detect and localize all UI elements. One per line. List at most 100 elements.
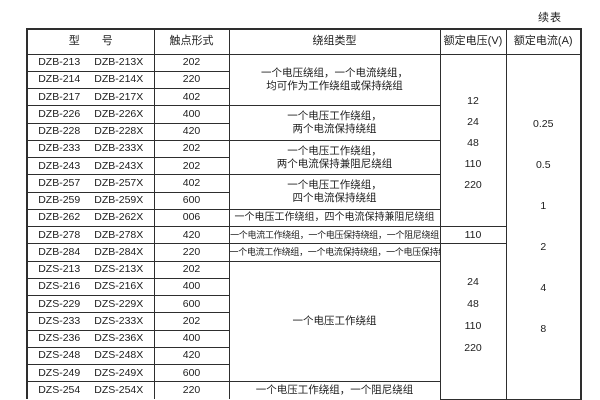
voltage-value: 110 [464,320,482,333]
table-row: DZB-262 DZB-262X 006 一个电压工作绕组，四个电流保持兼阻尼绕组 [26,208,581,228]
table-row: DZS-248 DZS-248X 420 [26,346,581,366]
model-cell: DZS-248 DZS-248X [26,346,155,366]
current-value: 0.25 [533,118,554,130]
header-model: 型 号 [26,28,155,55]
model-variant: DZB-233X [94,142,144,155]
model-cell: DZB-243 DZB-243X [26,156,155,176]
current-value: 1 [540,200,547,212]
model-primary: DZB-278 [38,228,81,241]
contact-form-cell: 420 [153,346,230,366]
model-primary: DZB-228 [38,125,81,138]
table-row: DZB-243 DZB-243X 202 [26,156,581,176]
model-cell: DZB-262 DZB-262X [26,208,155,228]
model-cell: DZB-228 DZB-228X [26,122,155,141]
table-row: DZB-228 DZB-228X 420 [26,122,581,141]
winding-type-cell: 一个电压工作绕组，一个阻尼绕组 [228,381,441,399]
model-primary: DZB-233 [38,142,81,155]
winding-type-cell: 一个电压工作绕组， 两个电流保持绕组 [228,105,441,141]
model-variant: DZB-243X [94,159,144,172]
voltage-value: 110 [464,158,482,171]
rated-voltage-cell: 12 24 48 110 220 [439,53,507,227]
model-primary: DZS-254 [38,384,81,397]
model-variant: DZS-216X [94,280,144,293]
contact-form-cell: 600 [153,294,230,314]
model-variant: DZB-259X [94,194,144,207]
model-cell: DZS-216 DZS-216X [26,277,155,297]
model-variant: DZB-226X [94,107,144,120]
model-cell: DZS-213 DZS-213X [26,260,155,279]
model-variant: DZB-217X [94,90,144,103]
rated-voltage-cell: 24 48 110 220 [439,243,507,400]
current-value: 8 [540,323,547,335]
contact-form-cell: 600 [153,363,230,383]
model-primary: DZB-213 [38,56,81,69]
model-primary: DZB-214 [38,73,81,86]
table-row: DZB-278 DZB-278X 420 一个电流工作绕组，一个电压保持绕组，一个… [26,225,581,245]
model-cell: DZB-233 DZB-233X [26,139,155,159]
model-cell: DZB-259 DZB-259X [26,191,155,210]
header-contact-form: 触点形式 [153,28,230,55]
model-variant: DZB-228X [94,125,144,138]
table-row: DZB-259 DZB-259X 600 [26,191,581,210]
rated-current-cell: 0.25 0.5 1 2 4 8 [505,53,582,400]
contact-form-cell: 202 [153,156,230,176]
model-variant: DZB-284X [94,245,144,258]
contact-form-cell: 220 [153,381,230,399]
voltage-value: 12 [467,95,479,108]
model-variant: DZB-278X [94,228,144,241]
model-primary: DZB-259 [38,194,81,207]
model-variant: DZB-262X [94,211,144,224]
contact-form-cell: 420 [153,225,230,245]
model-variant: DZS-249X [94,366,144,379]
model-variant: DZS-233X [94,314,144,327]
model-variant: DZS-236X [94,332,144,345]
voltage-value: 220 [464,342,482,355]
voltage-value: 24 [467,276,479,289]
table-row: DZB-214 DZB-214X 220 [26,70,581,90]
contact-form-cell: 202 [153,260,230,279]
contact-form-cell: 400 [153,105,230,124]
continued-table-label: 续表 [538,12,562,24]
model-variant: DZS-213X [94,263,144,276]
winding-type-cell: 一个电流工作绕组，一个电压保持绕组，一个阻尼绕组 [228,225,441,245]
model-variant: DZS-254X [94,384,144,397]
model-primary: DZS-229 [38,297,81,310]
model-cell: DZB-226 DZB-226X [26,105,155,124]
model-primary: DZS-233 [38,314,81,327]
model-variant: DZB-213X [94,56,144,69]
contact-form-cell: 202 [153,139,230,159]
model-cell: DZS-229 DZS-229X [26,294,155,314]
voltage-value: 220 [464,179,482,192]
model-cell: DZS-233 DZS-233X [26,312,155,331]
winding-type-cell: 一个电压工作绕组 [228,260,441,383]
table-row: DZB-257 DZB-257X 402 一个电压工作绕组， 四个电流保持绕组 [26,174,581,210]
model-primary: DZS-248 [38,349,81,362]
current-value: 0.5 [535,159,551,171]
model-primary: DZB-284 [38,245,81,258]
model-primary: DZB-262 [38,211,81,224]
relay-spec-table: 型 号 触点形式 绕组类型 额定电压(V) 额定电流(A) DZB-213 DZB… [26,28,582,400]
contact-form-cell: 600 [153,191,230,210]
rated-voltage-cell: 110 [439,225,507,245]
contact-form-cell: 220 [153,70,230,90]
table-row: DZB-213 DZB-213X 202 一个电压绕组，一个电流绕组， 均可作为工… [26,53,582,400]
model-primary: DZB-226 [38,107,81,120]
voltage-value: 24 [467,116,479,129]
contact-form-cell: 402 [153,174,230,193]
contact-form-cell: 400 [153,277,230,297]
model-cell: DZB-257 DZB-257X [26,174,155,193]
table-row: DZS-216 DZS-216X 400 [26,277,581,297]
model-variant: DZS-248X [94,349,144,362]
header-row: 型 号 触点形式 绕组类型 额定电压(V) 额定电流(A) [26,28,582,55]
winding-type-cell: 一个电压工作绕组， 四个电流保持绕组 [228,174,441,210]
table-row: DZB-217 DZB-217X 402 [26,87,581,107]
table-row: DZS-249 DZS-249X 600 [26,363,581,383]
model-primary: DZS-236 [38,332,81,345]
model-variant: DZB-257X [94,176,144,189]
contact-form-cell: 402 [153,87,230,107]
model-cell: DZB-217 DZB-217X [26,87,155,107]
model-cell: DZB-284 DZB-284X [26,243,155,262]
model-cell: DZS-254 DZS-254X [26,381,155,399]
contact-form-cell: 220 [153,243,230,262]
